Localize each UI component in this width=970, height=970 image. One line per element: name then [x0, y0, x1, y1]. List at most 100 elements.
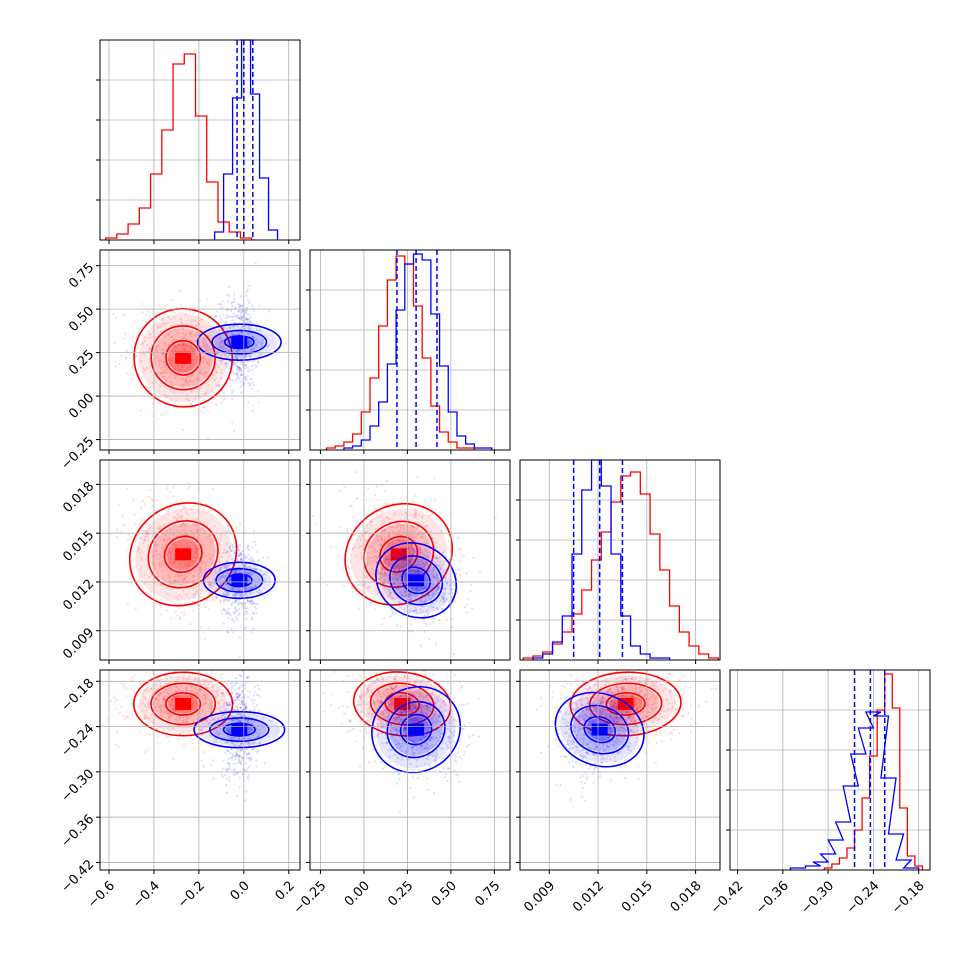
red-sample-point: [159, 711, 163, 714]
red-sample-point: [160, 691, 163, 694]
red-sample-point: [192, 352, 195, 356]
x-tick-label: −0.18: [889, 878, 928, 917]
red-sample-point: [176, 519, 179, 522]
red-sample-point: [182, 677, 185, 681]
red-sample-point: [174, 690, 177, 693]
blue-sample-point: [403, 550, 406, 554]
blue-sample-point: [420, 594, 424, 597]
red-sample-point: [223, 398, 226, 401]
red-sample-point: [383, 694, 386, 697]
blue-sample-point: [252, 347, 256, 350]
red-sample-point: [165, 539, 168, 542]
blue-sample-point: [225, 583, 228, 586]
blue-sample-point: [414, 587, 418, 590]
blue-sample-point: [238, 377, 241, 380]
y-tick-label: −0.18: [59, 676, 98, 715]
blue-sample-point: [219, 599, 222, 603]
blue-sample-point: [257, 694, 261, 698]
blue-sample-point: [251, 747, 254, 751]
blue-sample-point: [224, 333, 227, 336]
red-sample-point: [200, 559, 203, 562]
blue-sample-point: [412, 548, 416, 552]
red-sample-point: [204, 567, 207, 571]
red-sample-point: [155, 347, 158, 350]
red-sample-point: [200, 742, 203, 746]
blue-sample-point: [222, 622, 225, 625]
red-sample-point: [227, 527, 230, 530]
red-sample-point: [204, 554, 208, 558]
blue-sample-point: [415, 588, 418, 591]
blue-sample-point: [393, 568, 396, 572]
red-sample-point: [136, 546, 140, 549]
red-sample-point: [390, 703, 393, 707]
blue-sample-point: [248, 593, 251, 596]
red-sample-point: [194, 678, 197, 681]
blue-sample-point: [250, 573, 253, 576]
blue-sample-point: [398, 545, 401, 548]
blue-sample-point: [239, 706, 242, 709]
blue-sample-point: [239, 551, 242, 555]
blue-sample-point: [435, 599, 438, 603]
red-sample-point: [417, 546, 421, 549]
red-sample-point: [134, 354, 138, 358]
blue-sample-point: [238, 695, 241, 698]
blue-sample-point: [256, 749, 260, 752]
blue-sample-point: [218, 360, 222, 363]
red-sample-point: [159, 605, 163, 608]
red-histogram-0: [104, 53, 253, 240]
red-sample-point: [192, 348, 195, 352]
blue-sample-point: [245, 790, 248, 793]
red-sample-point: [408, 681, 411, 684]
red-sample-point: [168, 735, 171, 739]
red-sample-point: [140, 710, 144, 713]
red-sample-point: [163, 516, 166, 519]
red-sample-point: [195, 355, 198, 358]
red-density-peak: [175, 351, 192, 364]
red-sample-point: [225, 371, 229, 374]
red-sample-point: [204, 391, 207, 395]
blue-sample-point: [219, 576, 223, 579]
blue-sample-point: [403, 610, 406, 614]
red-sample-point: [193, 347, 197, 350]
blue-sample-point: [257, 592, 260, 595]
blue-sample-point: [248, 382, 252, 386]
blue-sample-point: [237, 755, 240, 759]
blue-sample-point: [245, 571, 248, 575]
red-sample-point: [437, 682, 441, 685]
red-sample-point: [376, 555, 379, 559]
blue-sample-point: [247, 756, 251, 760]
red-sample-point: [141, 310, 144, 314]
blue-sample-point: [417, 569, 420, 573]
blue-sample-point: [244, 607, 247, 610]
red-sample-point: [390, 686, 393, 690]
red-sample-point: [176, 331, 179, 335]
red-sample-point: [154, 356, 158, 359]
red-sample-point: [208, 552, 211, 556]
blue-sample-point: [445, 568, 448, 572]
red-sample-point: [165, 599, 168, 602]
red-sample-point: [412, 687, 415, 690]
blue-sample-point: [233, 588, 236, 591]
red-sample-point: [191, 358, 194, 362]
red-sample-point: [395, 683, 399, 687]
blue-sample-point: [244, 742, 248, 746]
blue-sample-point: [395, 573, 399, 576]
blue-sample-point: [229, 747, 233, 751]
blue-sample-point: [262, 573, 265, 576]
red-sample-point: [376, 718, 379, 721]
blue-sample-point: [364, 582, 367, 585]
red-sample-point: [118, 711, 122, 714]
blue-sample-point: [439, 567, 442, 570]
grid-lines: [100, 460, 300, 660]
red-sample-point: [115, 536, 119, 539]
blue-sample-point: [397, 568, 401, 572]
blue-sample-point: [400, 744, 403, 748]
red-sample-point: [204, 564, 207, 567]
blue-sample-point: [250, 347, 254, 351]
red-sample-point: [167, 576, 171, 580]
blue-sample-point: [227, 611, 230, 614]
red-sample-point: [200, 728, 203, 732]
blue-sample-point: [235, 705, 239, 708]
red-sample-point: [399, 694, 403, 698]
blue-sample-point: [420, 560, 423, 563]
